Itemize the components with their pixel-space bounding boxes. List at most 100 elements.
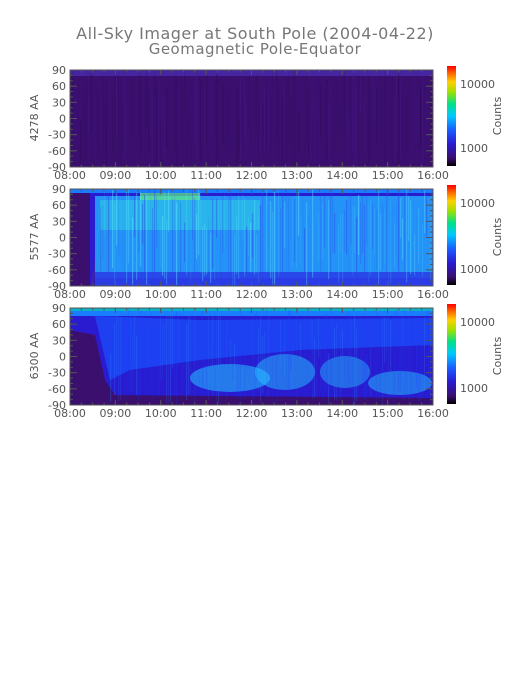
texture-streak bbox=[288, 71, 290, 148]
texture-streak bbox=[396, 71, 398, 151]
texture-streak bbox=[118, 74, 120, 164]
texture-streak bbox=[278, 190, 280, 277]
texture-streak bbox=[224, 193, 226, 249]
texture-streak bbox=[270, 201, 272, 279]
texture-streak bbox=[326, 198, 327, 262]
texture-streak bbox=[354, 72, 356, 163]
colorbar-tick-10000-6300: 10000 bbox=[460, 316, 495, 329]
texture-streak bbox=[276, 335, 278, 404]
texture-streak bbox=[106, 190, 108, 285]
texture-streak bbox=[316, 230, 317, 282]
texture-streak bbox=[148, 89, 150, 151]
texture-streak bbox=[380, 75, 382, 122]
texture-streak bbox=[166, 220, 168, 285]
texture-streak bbox=[110, 88, 112, 129]
texture-streak bbox=[100, 206, 102, 278]
texture-streak bbox=[232, 320, 234, 380]
texture-streak bbox=[178, 200, 180, 283]
texture-streak bbox=[184, 334, 185, 404]
texture-streak bbox=[426, 310, 428, 405]
texture-streak bbox=[172, 70, 174, 140]
texture-streak bbox=[388, 308, 390, 404]
texture-streak bbox=[346, 199, 348, 255]
texture-streak bbox=[102, 205, 104, 259]
texture-streak bbox=[350, 71, 352, 139]
texture-streak bbox=[200, 191, 202, 274]
texture-streak bbox=[412, 309, 414, 405]
texture-streak bbox=[136, 336, 138, 395]
texture-streak bbox=[214, 73, 216, 135]
colorbar-tick-10000-5577: 10000 bbox=[460, 197, 495, 210]
texture-streak bbox=[310, 105, 312, 163]
texture-streak bbox=[254, 313, 256, 400]
texture-streak bbox=[162, 326, 164, 379]
texture-streak bbox=[422, 70, 424, 164]
texture-streak bbox=[126, 75, 127, 116]
texture-streak bbox=[198, 189, 200, 256]
texture-streak bbox=[126, 317, 127, 402]
texture-streak bbox=[422, 224, 424, 277]
ytick-label: 60 bbox=[52, 318, 66, 331]
texture-streak bbox=[254, 77, 256, 125]
texture-streak bbox=[360, 201, 362, 264]
texture-streak bbox=[418, 89, 420, 143]
texture-streak bbox=[146, 194, 148, 285]
texture-streak bbox=[120, 317, 122, 401]
texture-streak bbox=[386, 315, 388, 359]
texture-streak bbox=[410, 92, 412, 162]
colorbar-tick-1000-5577: 1000 bbox=[460, 263, 488, 276]
texture-streak bbox=[168, 190, 170, 232]
texture-streak bbox=[330, 308, 332, 395]
texture-streak bbox=[236, 328, 238, 398]
texture-streak bbox=[302, 195, 304, 247]
texture-streak bbox=[354, 206, 356, 254]
texture-streak bbox=[266, 189, 268, 272]
texture-streak bbox=[304, 85, 306, 158]
texture-streak bbox=[144, 194, 146, 282]
colorbar-label-4278: Counts bbox=[491, 97, 504, 136]
texture-streak bbox=[250, 222, 252, 273]
texture-streak bbox=[134, 194, 136, 238]
texture-streak bbox=[402, 309, 404, 400]
texture-streak bbox=[344, 325, 346, 379]
texture-streak bbox=[284, 202, 286, 249]
ytick-label: 30 bbox=[52, 215, 66, 228]
texture-streak bbox=[290, 191, 291, 241]
texture-streak bbox=[106, 81, 108, 166]
texture-streak bbox=[182, 315, 184, 393]
texture-streak bbox=[244, 198, 246, 277]
texture-streak bbox=[272, 212, 274, 285]
texture-streak bbox=[72, 72, 74, 141]
texture-streak bbox=[166, 87, 168, 148]
texture-streak bbox=[388, 114, 389, 158]
texture-streak bbox=[408, 309, 410, 405]
texture-streak bbox=[324, 345, 326, 393]
texture-streak bbox=[288, 192, 290, 282]
texture-streak bbox=[304, 311, 305, 396]
texture-streak bbox=[412, 109, 414, 160]
texture-streak bbox=[104, 190, 106, 238]
texture-streak bbox=[344, 72, 346, 141]
texture-streak bbox=[150, 74, 152, 138]
texture-streak bbox=[372, 309, 373, 405]
texture-streak bbox=[312, 319, 314, 400]
texture-streak bbox=[112, 94, 114, 156]
texture-streak bbox=[178, 312, 180, 367]
texture-streak bbox=[80, 121, 82, 164]
xtick-label: 08:00 bbox=[54, 288, 86, 301]
xtick-label: 08:00 bbox=[54, 407, 86, 420]
texture-streak bbox=[332, 193, 334, 253]
texture-streak bbox=[312, 77, 314, 118]
texture-streak bbox=[394, 330, 396, 405]
xtick-label: 13:00 bbox=[281, 288, 313, 301]
texture-streak bbox=[274, 191, 276, 285]
texture-streak bbox=[122, 104, 124, 153]
texture-streak bbox=[324, 191, 326, 248]
texture-streak bbox=[386, 189, 388, 280]
texture-streak bbox=[288, 309, 290, 391]
texture-streak bbox=[318, 213, 320, 262]
texture-streak bbox=[378, 310, 379, 395]
texture-streak bbox=[424, 76, 425, 125]
texture-streak bbox=[334, 213, 336, 254]
texture-streak bbox=[268, 315, 270, 397]
